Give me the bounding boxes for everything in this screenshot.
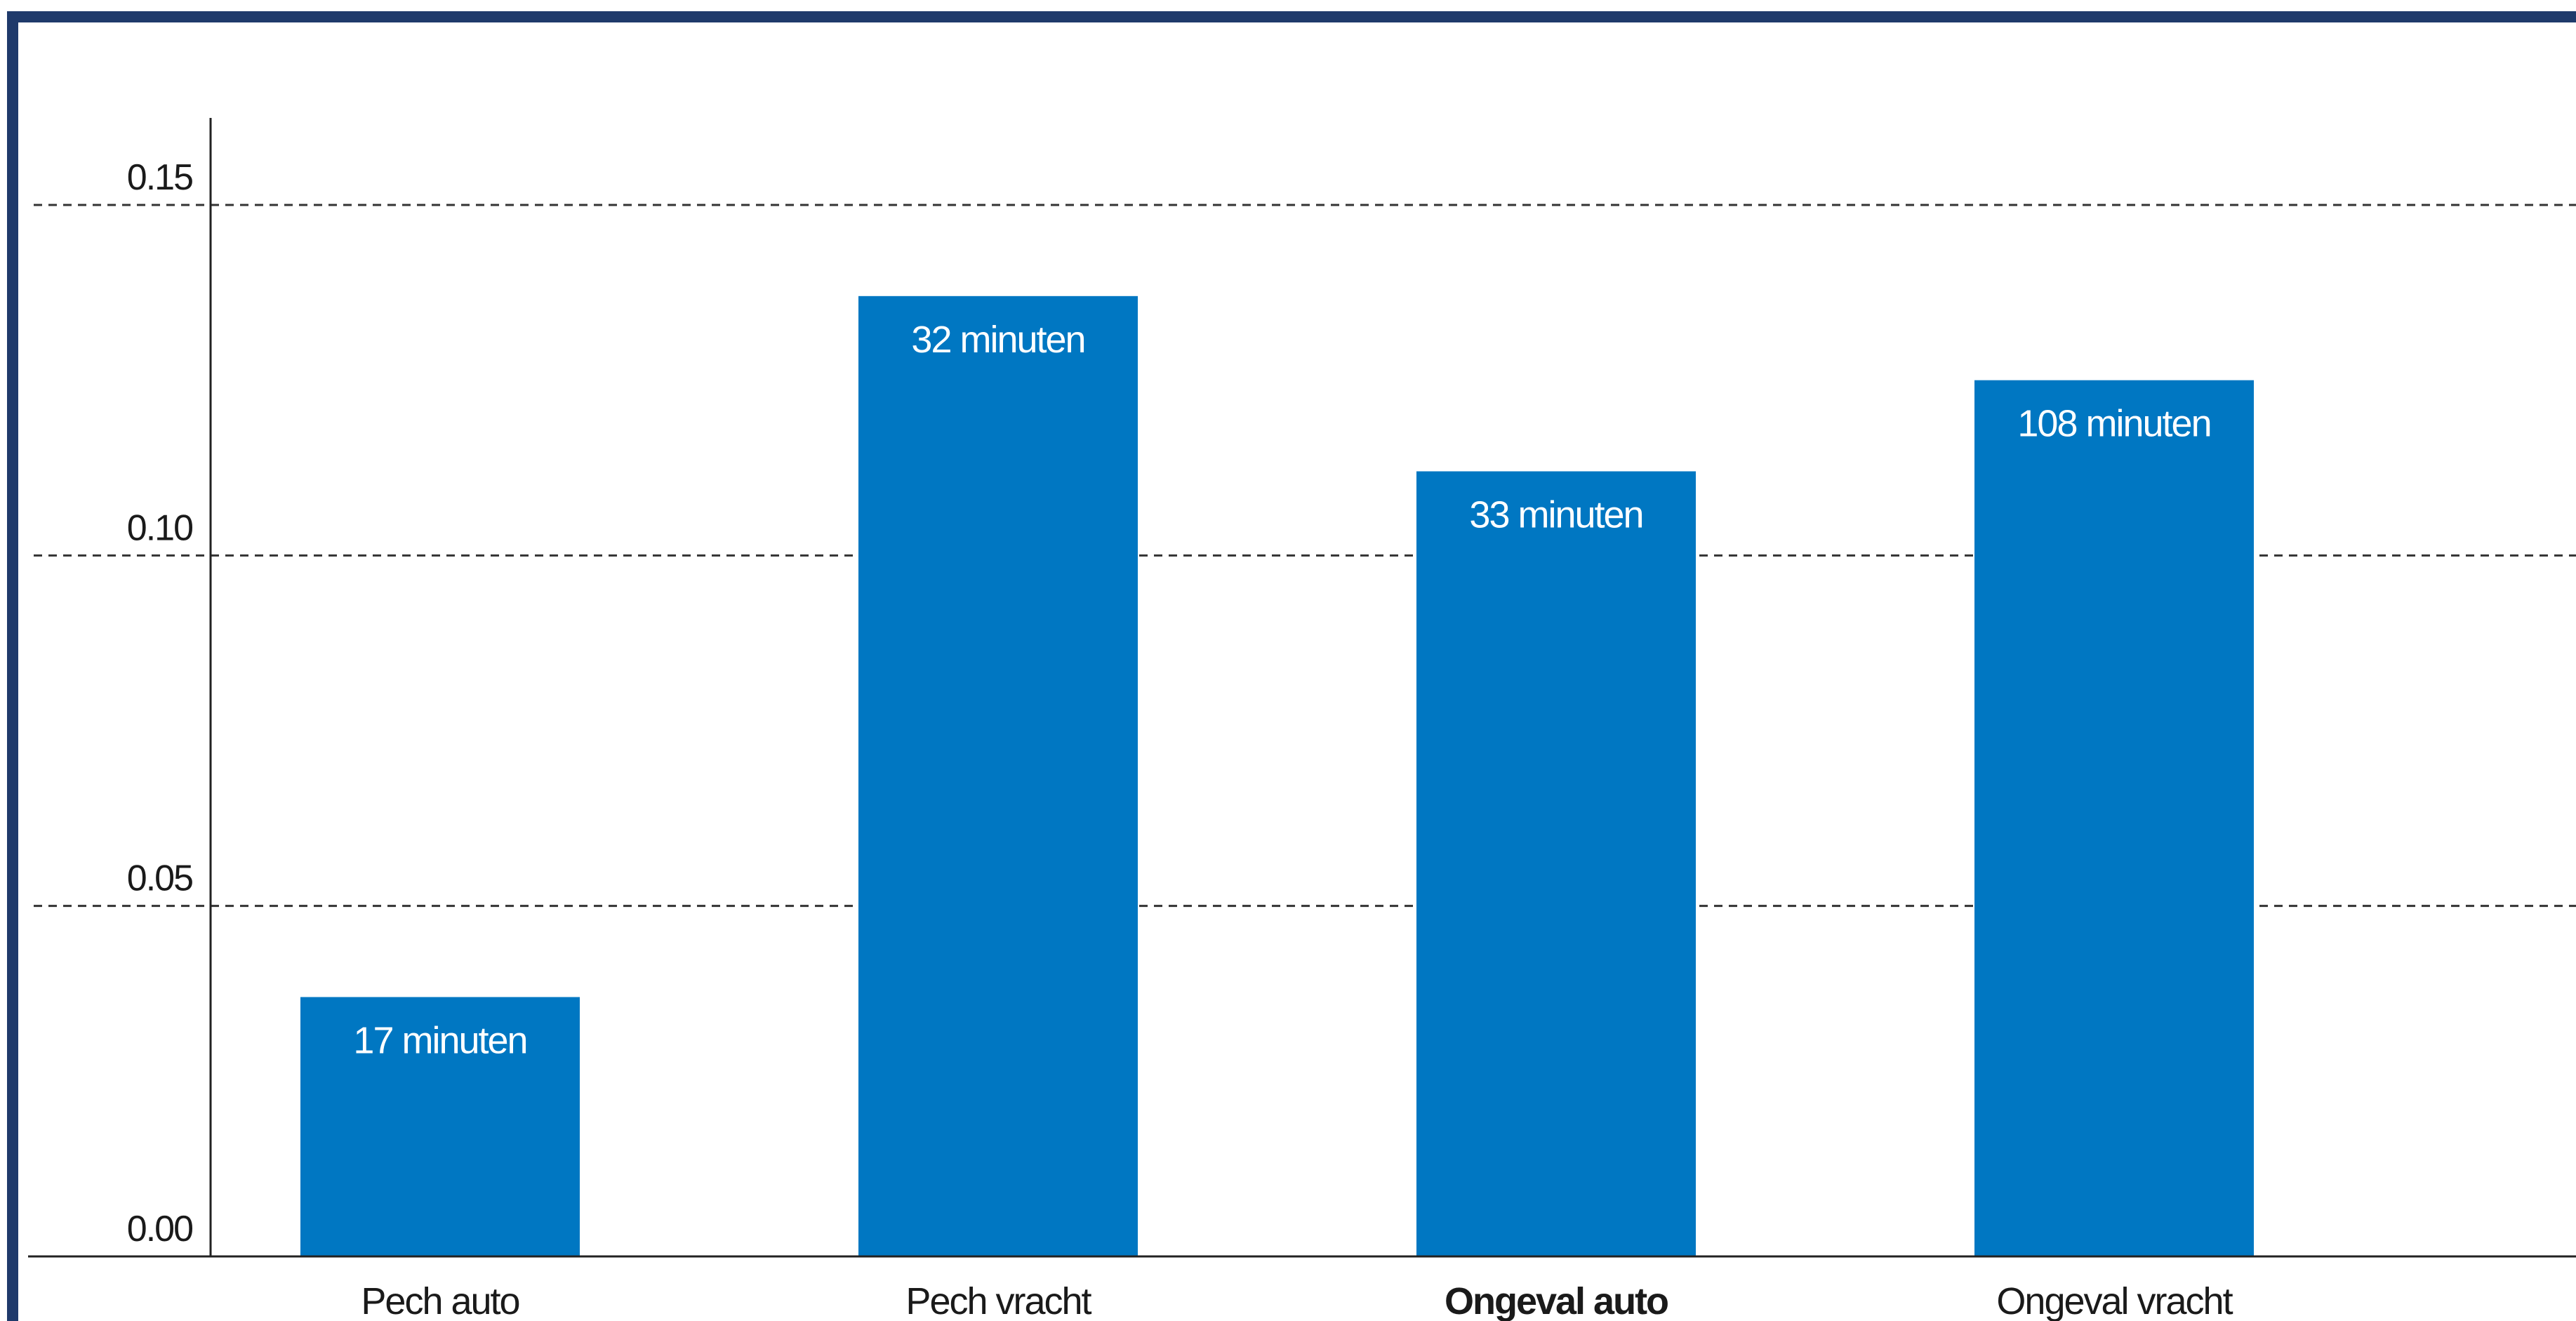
- bar: [1974, 380, 2254, 1256]
- x-category-label: Pech auto: [361, 1280, 519, 1321]
- bar: [300, 997, 580, 1256]
- x-category-label: Pech vracht: [905, 1280, 1091, 1321]
- bar: [1416, 471, 1696, 1256]
- bar: [858, 296, 1138, 1256]
- grid-layer: [34, 204, 2576, 908]
- bar-data-label: 108 minuten: [2017, 403, 2210, 445]
- bar-data-label: 17 minuten: [353, 1019, 526, 1061]
- x-category-label: Ongeval vracht: [1996, 1280, 2233, 1321]
- bar-data-label: 32 minuten: [911, 319, 1084, 361]
- labels-layer: 0.00 0.05 0.10 0.15 17 minuten Pech auto 32 mi…: [127, 157, 2235, 1321]
- chart-border: [7, 11, 2576, 1321]
- y-tick-label: 0.15: [127, 157, 192, 198]
- y-tick-label: 0.00: [127, 1209, 192, 1249]
- y-tick-label: 0.10: [127, 507, 192, 548]
- bar-data-label: 33 minuten: [1469, 493, 1642, 536]
- bars-layer: [300, 296, 2254, 1256]
- axes-layer: [28, 118, 2576, 1258]
- y-tick-label: 0.05: [127, 858, 192, 899]
- x-category-label: Ongeval auto: [1445, 1280, 1668, 1321]
